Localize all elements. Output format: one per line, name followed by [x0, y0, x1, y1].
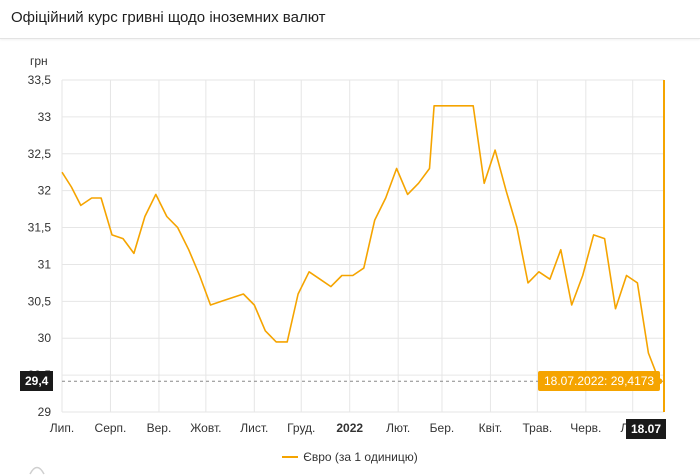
- legend[interactable]: Євро (за 1 одиницю): [0, 450, 700, 464]
- y-axis-label: грн: [30, 54, 48, 68]
- y-tick-label: 32: [38, 184, 52, 198]
- crosshair-y-label: 29,4: [20, 371, 54, 392]
- x-tick-label: Бер.: [430, 421, 455, 435]
- x-tick-label: Квіт.: [479, 421, 503, 435]
- x-axis-ticks: Лип. Серп. Вер. Жовт. Лист. Груд. 2022 Лют. Бер.…: [50, 421, 645, 435]
- y-tick-label: 30,5: [28, 294, 52, 308]
- x-tick-label: Груд.: [287, 421, 315, 435]
- x-tick-label: 2022: [336, 421, 363, 435]
- x-tick-label: Жовт.: [190, 421, 221, 435]
- x-tick-label: Трав.: [522, 421, 552, 435]
- y-tick-label: 31: [38, 257, 52, 271]
- x-tick-label: Вер.: [147, 421, 172, 435]
- x-tick-label: Лип.: [50, 421, 74, 435]
- latest-value-badge: 18.07.2022: 29,4173: [538, 371, 661, 392]
- series-line-euro[interactable]: [61, 105, 661, 382]
- x-tick-label: Лист.: [240, 421, 268, 435]
- x-tick-label: Лют.: [386, 421, 410, 435]
- chart-title: Офіційний курс гривні щодо іноземних вал…: [11, 9, 326, 26]
- x-tick-label: Серп.: [95, 421, 127, 435]
- grid-lines: [61, 79, 664, 413]
- y-tick-label: 30: [38, 331, 52, 345]
- x-tick-label: Черв.: [570, 421, 601, 435]
- crosshair-x-label: 18.07: [626, 419, 667, 439]
- y-tick-label: 32,5: [28, 147, 52, 161]
- y-tick-label: 33: [38, 110, 52, 124]
- y-tick-label: 31,5: [28, 221, 52, 235]
- y-tick-label: 33,5: [28, 73, 52, 87]
- legend-item-euro[interactable]: Євро (за 1 одиницю): [303, 450, 418, 464]
- scroll-handle-icon[interactable]: [28, 463, 46, 475]
- y-tick-label: 29: [38, 405, 52, 419]
- chart-header: Офіційний курс гривні щодо іноземних вал…: [0, 0, 700, 39]
- legend-swatch: [282, 455, 299, 458]
